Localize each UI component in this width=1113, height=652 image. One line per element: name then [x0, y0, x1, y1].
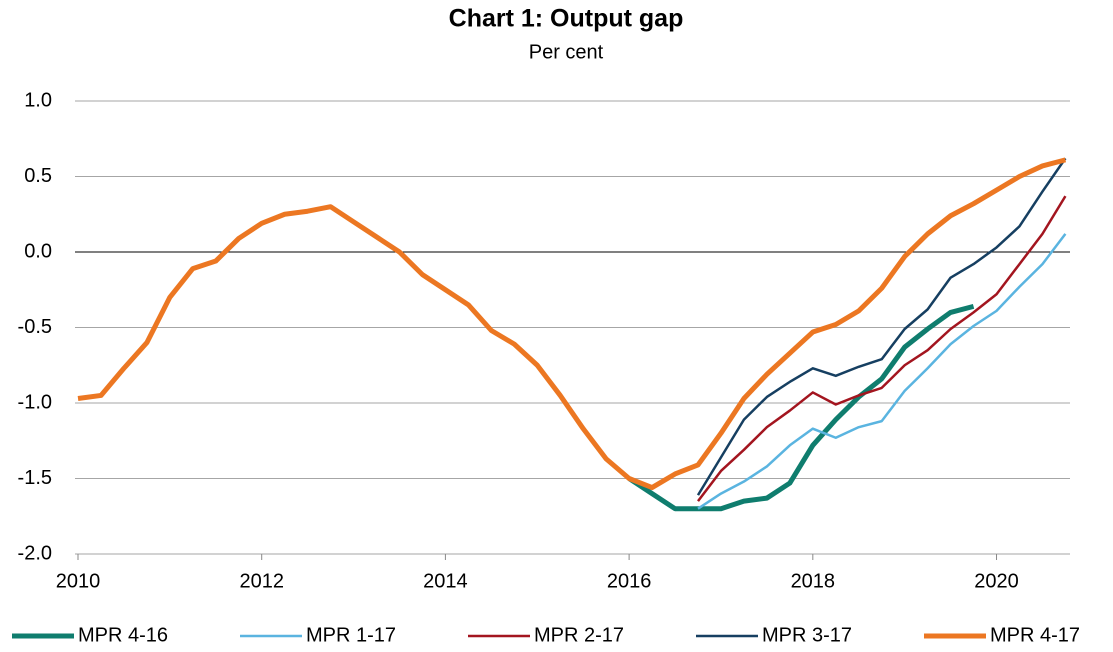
legend-label: MPR 1-17: [306, 624, 396, 646]
legend-label: MPR 4-17: [990, 624, 1080, 646]
chart-title: Chart 1: Output gap: [449, 5, 684, 33]
legend-label: MPR 4-16: [78, 624, 168, 646]
series-line: [627, 303, 975, 512]
x-tick-label: 2020: [974, 570, 1019, 592]
y-tick-label: 0.5: [24, 165, 52, 187]
y-tick-label: -1.0: [18, 391, 52, 413]
y-tick-label: -0.5: [18, 316, 52, 338]
x-tick-label: 2012: [239, 570, 284, 592]
y-tick-label: -1.5: [18, 467, 52, 489]
x-tick-label: 2018: [791, 570, 836, 592]
y-tick-label: 0.0: [24, 240, 52, 262]
legend-label: MPR 2-17: [534, 624, 624, 646]
series-line: [77, 157, 1067, 491]
legend-label: MPR 3-17: [762, 624, 852, 646]
series-line: [697, 233, 1067, 510]
x-tick-label: 2010: [56, 570, 101, 592]
x-tick-label: 2016: [607, 570, 652, 592]
series-line: [696, 157, 1067, 496]
chart-subtitle: Per cent: [529, 41, 604, 63]
y-tick-label: -2.0: [18, 542, 52, 564]
x-tick-label: 2014: [423, 570, 468, 592]
y-tick-label: 1.0: [24, 89, 52, 111]
series-line: [697, 195, 1067, 502]
